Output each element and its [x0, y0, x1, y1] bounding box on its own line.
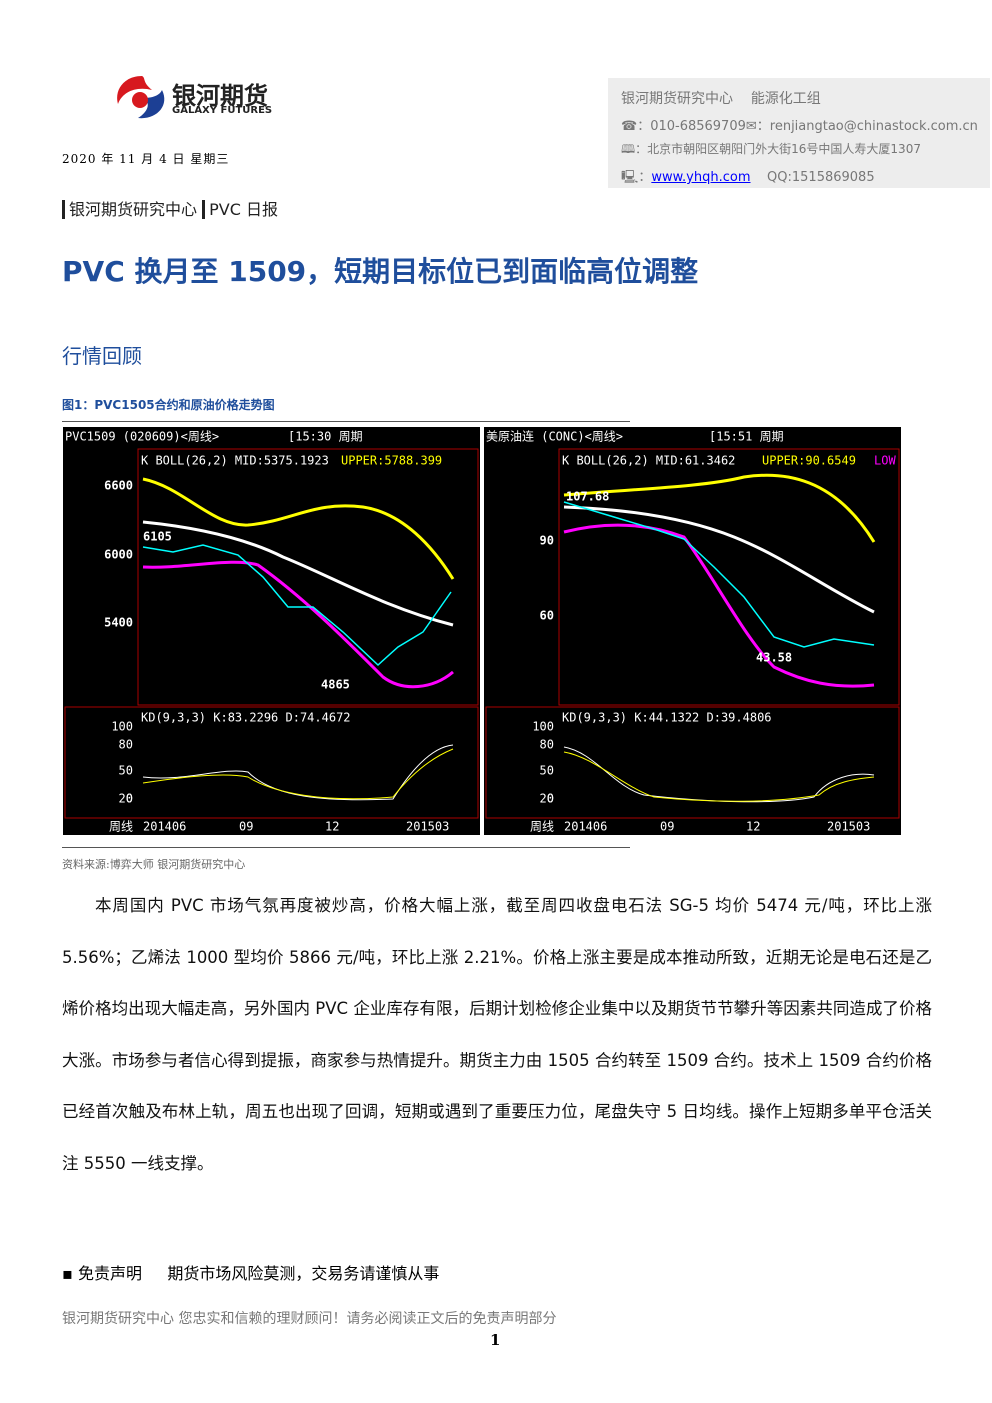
kd-tick-label: 80 — [540, 738, 554, 752]
x-tick-label: 09 — [239, 820, 253, 834]
disclaimer-text: 期货市场风险莫测，交易务请谨慎从事 — [167, 1264, 440, 1283]
annotation: 107.68 — [566, 490, 609, 504]
breadcrumb-item: 银河期货研究中心 — [62, 200, 198, 219]
page-number: 1 — [490, 1331, 501, 1349]
period: 周线 — [109, 820, 133, 834]
panel-name: PVC1509 (020609)<周线> — [65, 430, 219, 444]
panel-name: 美原油连 (CONC)<周线> — [486, 429, 623, 444]
disclaimer-label: 免责声明 — [77, 1264, 142, 1283]
kd-tick-label: 50 — [119, 764, 133, 778]
x-tick-label: 201503 — [827, 820, 870, 834]
y-tick-label: 6000 — [104, 548, 133, 562]
qq: QQ:1515869085 — [767, 170, 875, 185]
y-tick-label: 5400 — [104, 616, 133, 630]
period: 周线 — [530, 820, 554, 834]
breadcrumb-item: PVC 日报 — [202, 200, 278, 219]
upper-band: UPPER:5788.399 — [341, 454, 442, 468]
email: ✉：renjiangtao@chinastock.com.cn — [745, 119, 978, 134]
kd-tick-label: 20 — [540, 792, 554, 806]
date: 2020 年 11 月 4 日 星期三 — [62, 152, 230, 166]
breadcrumb: 银河期货研究中心 PVC 日报 — [62, 196, 278, 220]
panel: PVC1509 (020609)<周线> [15:30 周期 K BOLL(26,2… — [63, 427, 480, 835]
x-tick-label: 09 — [660, 820, 674, 834]
group: 能源化工组 — [750, 91, 821, 107]
x-tick-label: 201406 — [143, 820, 186, 834]
org: 银河期货研究中心 — [621, 91, 733, 107]
figure: PVC1509 (020609)<周线> [15:30 周期 K BOLL(26,2… — [63, 427, 901, 835]
indicator: K BOLL(26,2) MID:5375.1923 — [141, 454, 329, 468]
kd-tick-label: 80 — [119, 738, 133, 752]
logo-en: GALAXY FUTURES — [172, 105, 273, 116]
paragraph: 本周国内 PVC 市场气氛再度被炒高，价格大幅上涨，截至周四收盘电石法 SG-5… — [62, 896, 932, 1173]
footer: 银河期货研究中心 您忠实和信赖的理财顾问！请务必阅读正文后的免责声明部分 — [62, 1311, 557, 1327]
logo-mark — [117, 76, 165, 119]
indicator: K BOLL(26,2) MID:61.3462 — [562, 454, 735, 468]
annotation: 43.58 — [756, 651, 792, 665]
kd-tick-label: 100 — [111, 720, 133, 734]
figure-caption: 图1：PVC1505合约和原油价格走势图 — [62, 398, 275, 412]
x-tick-label: 201503 — [406, 820, 449, 834]
logo-cn: 银河期货 — [172, 82, 268, 110]
panel-time: [15:30 周期 — [288, 430, 363, 444]
contact-box: 银河期货研究中心 能源化工组 ☎：010-68569709✉：renjiangt… — [608, 78, 990, 188]
figure-source: 资料来源:博弈大师 银河期货研究中心 — [62, 858, 246, 871]
annotation: 6105 — [143, 530, 172, 544]
website[interactable]: www.yhqh.com — [651, 170, 751, 185]
disclaimer: ▪ 免责声明 期货市场风险莫测，交易务请谨慎从事 — [62, 1264, 440, 1283]
phone: ☎：010-68569709 — [621, 119, 746, 134]
panel-time: [15:51 周期 — [709, 430, 784, 444]
x-tick-label: 12 — [325, 820, 339, 834]
y-tick-label: 90 — [540, 534, 554, 548]
panel: 美原油连 (CONC)<周线> [15:51 周期 K BOLL(26,2) MID… — [484, 427, 901, 835]
annotation: 4865 — [321, 678, 350, 692]
address: 🕮：北京市朝阳区朝阳门外大街16号中国人寿大厦1307 — [621, 142, 921, 156]
rule — [62, 421, 630, 422]
y-tick-label: 6600 — [104, 479, 133, 493]
kd-label: KD(9,3,3) K:44.1322 D:39.4806 — [562, 711, 772, 725]
section-heading: 行情回顾 — [62, 344, 142, 368]
title: PVC 换月至 1509，短期目标位已到面临高位调整 — [62, 255, 699, 288]
y-tick-label: 60 — [540, 609, 554, 623]
kd-tick-label: 100 — [532, 720, 554, 734]
kd-tick-label: 20 — [119, 792, 133, 806]
kd-tick-label: 0 — [126, 792, 133, 806]
kd-tick-label: 50 — [540, 764, 554, 778]
upper-band: UPPER:90.6549 — [762, 454, 856, 468]
x-tick-label: 12 — [746, 820, 760, 834]
x-tick-label: 201406 — [564, 820, 607, 834]
kd-label: KD(9,3,3) K:83.2296 D:74.4672 — [141, 711, 351, 725]
kd-tick-label: 0 — [547, 792, 554, 806]
lower-band: LOW — [874, 454, 896, 468]
rule — [62, 847, 630, 848]
